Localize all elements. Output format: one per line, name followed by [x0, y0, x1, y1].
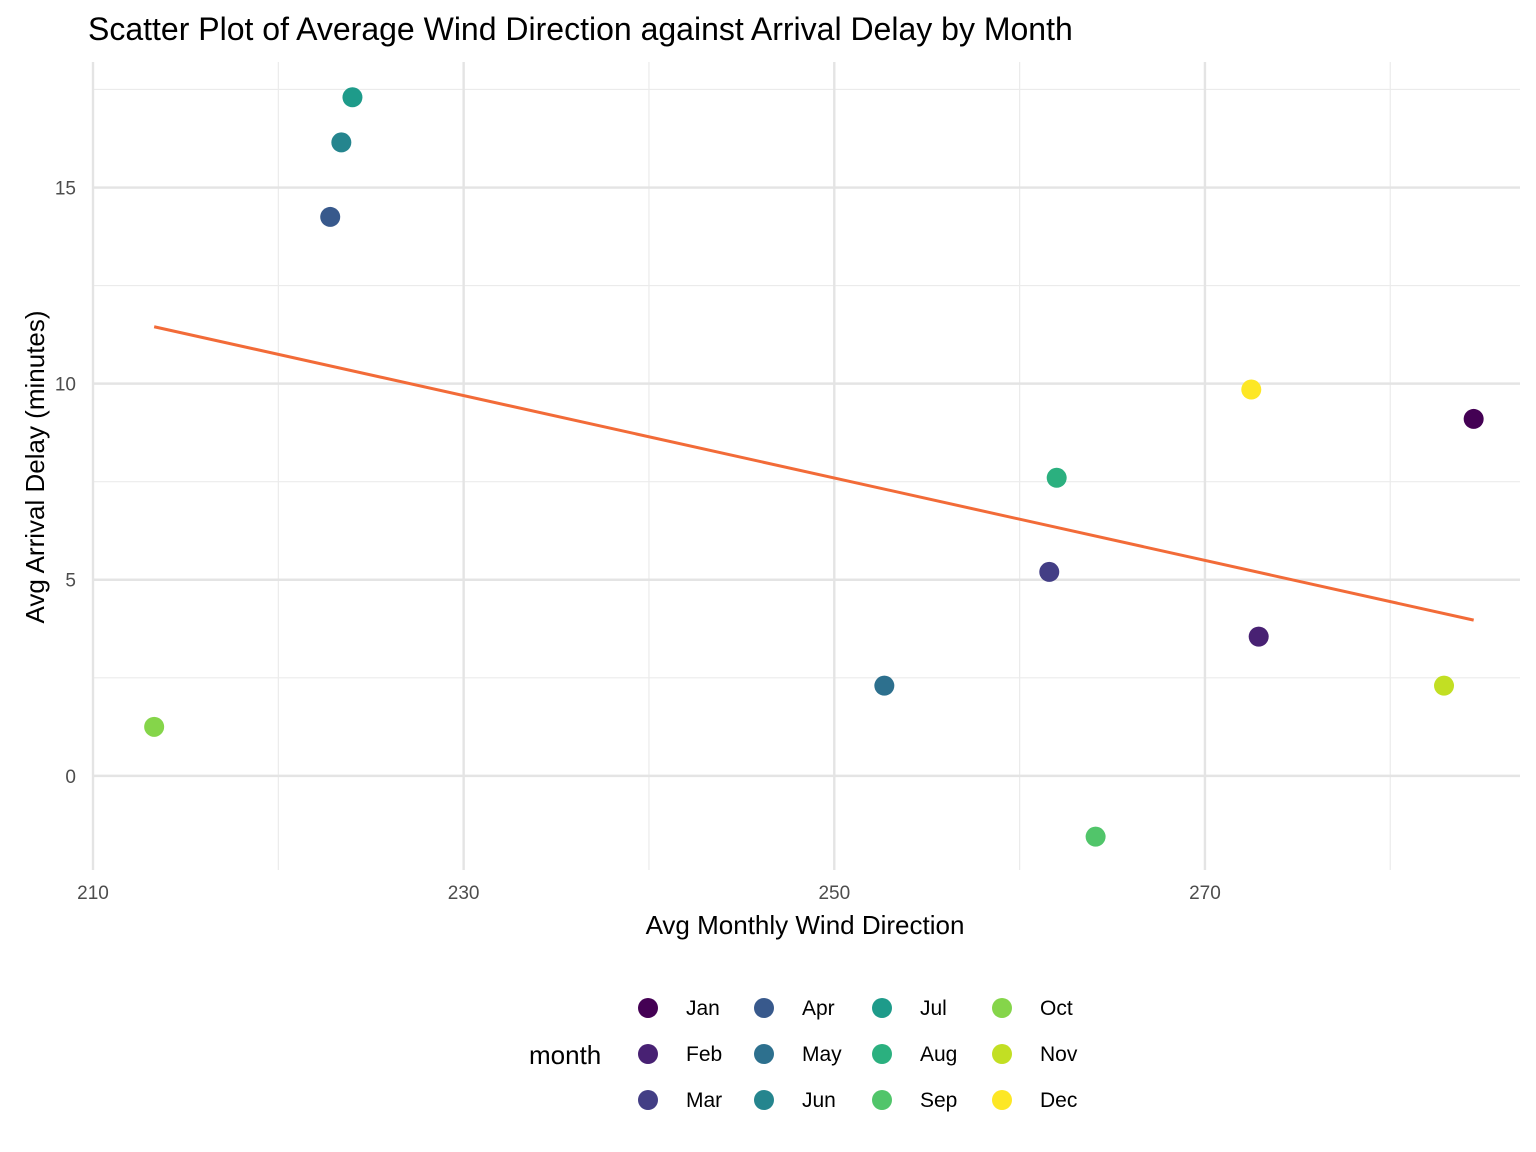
x-axis-title: Avg Monthly Wind Direction: [646, 910, 965, 940]
legend-key: [754, 1090, 774, 1110]
data-point-feb: [1248, 626, 1269, 647]
trend-line: [153, 325, 1474, 622]
data-point-apr: [320, 206, 341, 227]
chart-title: Scatter Plot of Average Wind Direction a…: [88, 11, 1073, 47]
data-point-nov: [1434, 675, 1455, 696]
legend-item-feb: Feb: [638, 1043, 722, 1066]
legend-title: month: [529, 1040, 601, 1070]
y-tick-label: 5: [65, 571, 76, 592]
legend-item-jun: Jun: [754, 1089, 836, 1112]
legend-label: Feb: [686, 1043, 722, 1066]
legend-key: [638, 1090, 658, 1110]
y-tick-label: 15: [55, 179, 76, 200]
data-point-jul: [342, 87, 363, 108]
legend-item-jul: Jul: [872, 997, 947, 1020]
legend-key: [872, 998, 892, 1018]
data-points: [144, 87, 1484, 847]
legend-label: Apr: [802, 997, 835, 1020]
x-tick-label: 210: [77, 883, 109, 904]
legend-item-sep: Sep: [872, 1089, 957, 1112]
legend-item-may: May: [754, 1043, 842, 1066]
legend-key: [992, 1044, 1012, 1064]
trend-line-layer: [153, 325, 1474, 622]
x-tick-labels: 210 230 250 270: [77, 883, 1221, 904]
legend-label: Mar: [686, 1089, 722, 1112]
data-point-jan: [1463, 408, 1484, 429]
legend: month Jan Feb Mar Apr May Jun Jul Aug Sep Oct Nov D…: [529, 997, 1078, 1112]
grid-lines: [91, 62, 1520, 870]
y-tick-label: 10: [55, 375, 76, 396]
legend-key: [872, 1044, 892, 1064]
data-point-oct: [144, 716, 165, 737]
legend-key: [754, 1044, 774, 1064]
legend-label: Nov: [1040, 1043, 1078, 1066]
legend-label: Jan: [686, 997, 720, 1020]
legend-item-dec: Dec: [992, 1089, 1077, 1112]
legend-item-aug: Aug: [872, 1043, 957, 1066]
x-tick-label: 230: [448, 883, 480, 904]
legend-label: Jun: [802, 1089, 836, 1112]
y-tick-labels: 0 5 10 15: [55, 179, 76, 788]
x-tick-label: 250: [818, 883, 850, 904]
legend-label: May: [802, 1043, 842, 1066]
legend-item-nov: Nov: [992, 1043, 1078, 1066]
legend-label: Sep: [920, 1089, 957, 1112]
legend-label: Oct: [1040, 997, 1073, 1020]
legend-item-apr: Apr: [754, 997, 835, 1020]
data-point-may: [874, 675, 895, 696]
legend-item-oct: Oct: [992, 997, 1073, 1020]
y-axis-title: Avg Arrival Delay (minutes): [20, 310, 50, 623]
data-point-jun: [331, 132, 352, 153]
data-point-aug: [1046, 467, 1067, 488]
y-tick-label: 0: [65, 767, 76, 788]
x-tick-label: 270: [1189, 883, 1221, 904]
data-point-sep: [1085, 826, 1106, 847]
legend-key: [872, 1090, 892, 1110]
data-point-dec: [1241, 379, 1262, 400]
data-point-mar: [1039, 561, 1060, 582]
legend-key: [754, 998, 774, 1018]
legend-label: Dec: [1040, 1089, 1077, 1112]
legend-key: [638, 1044, 658, 1064]
legend-key: [992, 998, 1012, 1018]
legend-item-jan: Jan: [638, 997, 720, 1020]
legend-label: Aug: [920, 1043, 957, 1066]
legend-key: [992, 1090, 1012, 1110]
legend-key: [638, 998, 658, 1018]
legend-item-mar: Mar: [638, 1089, 722, 1112]
legend-label: Jul: [920, 997, 947, 1020]
